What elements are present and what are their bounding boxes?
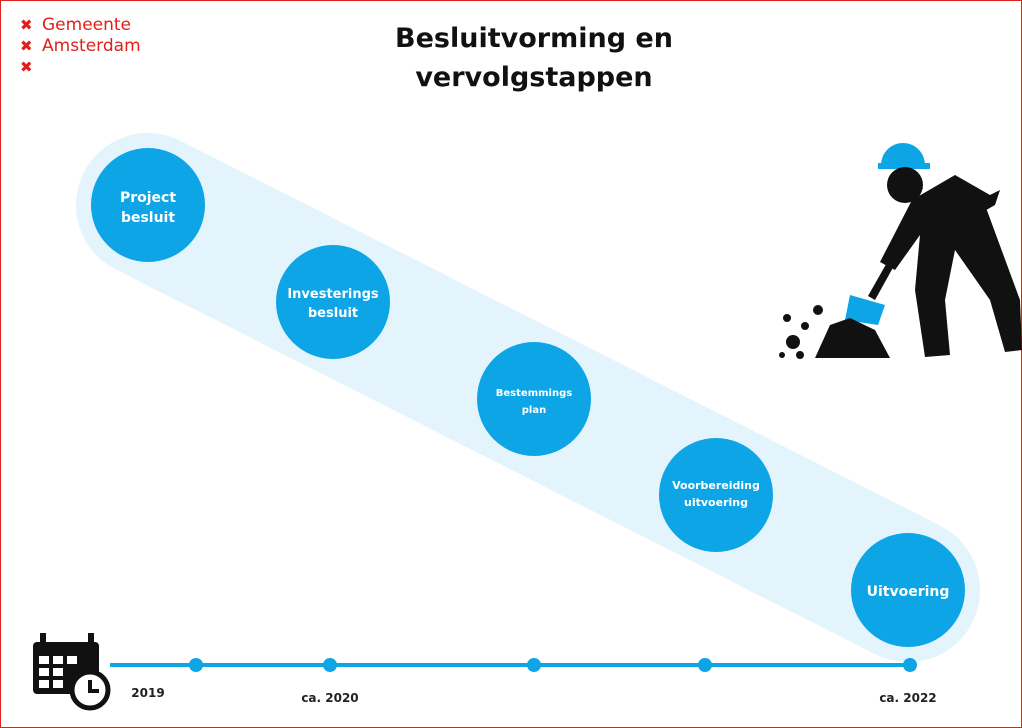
- logo-text: Amsterdam: [42, 36, 141, 56]
- title: Besluitvorming en: [395, 23, 673, 54]
- step-label: besluit: [121, 210, 175, 226]
- svg-text:✖: ✖: [20, 37, 33, 55]
- step-label: plan: [522, 405, 546, 416]
- step-label: Investerings: [287, 287, 379, 302]
- step: Bestemmings plan: [477, 342, 591, 456]
- title: vervolgstappen: [415, 62, 652, 93]
- step: Project besluit: [91, 148, 205, 262]
- step: Voorbereiding uitvoering: [659, 438, 773, 552]
- step-label: besluit: [308, 306, 358, 321]
- step-label: uitvoering: [684, 496, 748, 509]
- step: Uitvoering: [851, 533, 965, 647]
- timeline-label: ca. 2020: [301, 691, 358, 705]
- step-label: Project: [120, 190, 176, 206]
- step: Investerings besluit: [276, 245, 390, 359]
- step-label: Bestemmings: [496, 388, 572, 399]
- svg-text:✖: ✖: [20, 58, 33, 76]
- step-label: Voorbereiding: [672, 479, 760, 492]
- step-label: Uitvoering: [867, 584, 950, 600]
- timeline-label: 2019: [131, 686, 164, 700]
- logo-text: Gemeente: [42, 15, 131, 35]
- page: ✖ ✖ ✖ Gemeente Amsterdam Besluitvorming en…: [0, 0, 1022, 728]
- timeline-label: ca. 2022: [879, 691, 936, 705]
- svg-text:✖: ✖: [20, 16, 33, 34]
